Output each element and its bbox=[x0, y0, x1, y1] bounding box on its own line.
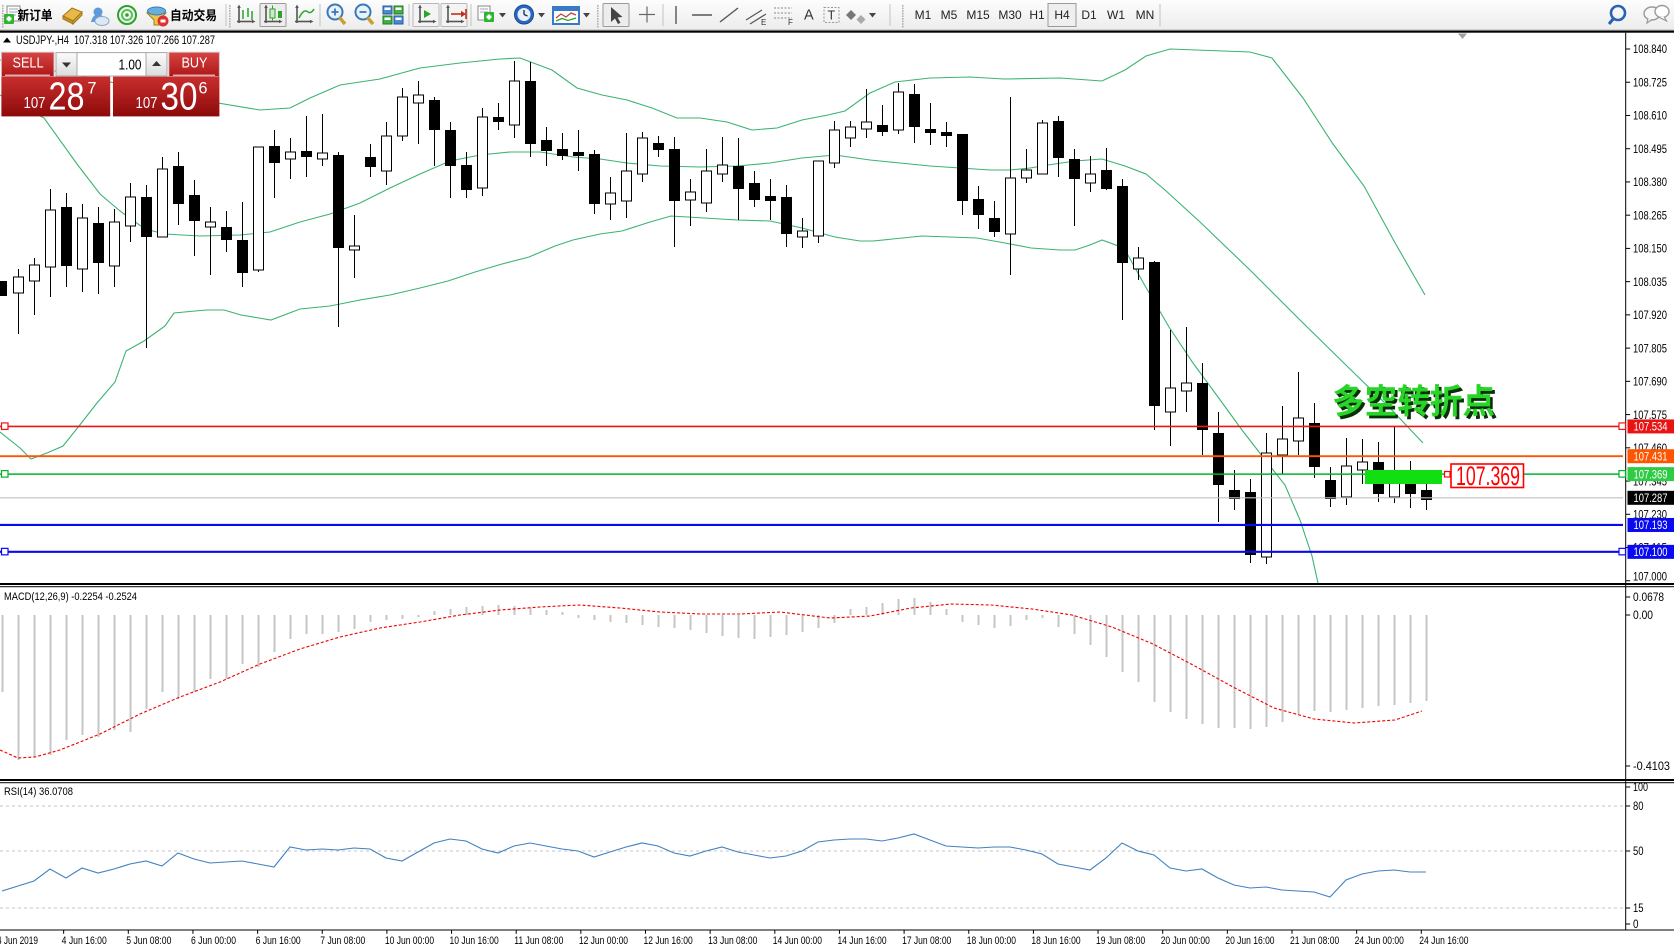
svg-text:107.805: 107.805 bbox=[1633, 341, 1667, 355]
svg-text:20 Jun 00:00: 20 Jun 00:00 bbox=[1161, 935, 1210, 947]
svg-text:107.369: 107.369 bbox=[1456, 461, 1520, 491]
svg-text:MN: MN bbox=[1136, 8, 1155, 22]
svg-text:0.00: 0.00 bbox=[1633, 610, 1653, 622]
svg-text:107.000: 107.000 bbox=[1633, 570, 1667, 584]
svg-text:M15: M15 bbox=[966, 8, 990, 22]
svg-text:107.287: 107.287 bbox=[1634, 491, 1668, 505]
svg-text:10 Jun 16:00: 10 Jun 16:00 bbox=[450, 935, 499, 947]
svg-text:F: F bbox=[788, 18, 793, 27]
svg-text:19 Jun 08:00: 19 Jun 08:00 bbox=[1096, 935, 1145, 947]
svg-text:21 Jun 08:00: 21 Jun 08:00 bbox=[1290, 935, 1339, 947]
svg-text:M1: M1 bbox=[915, 8, 932, 22]
svg-text:108.610: 108.610 bbox=[1633, 109, 1667, 123]
svg-text:108.150: 108.150 bbox=[1633, 242, 1667, 256]
svg-text:E: E bbox=[761, 18, 766, 27]
svg-text:108.495: 108.495 bbox=[1633, 142, 1667, 156]
svg-text:107.100: 107.100 bbox=[1634, 545, 1668, 559]
svg-text:W1: W1 bbox=[1107, 8, 1125, 22]
svg-text:6 Jun 00:00: 6 Jun 00:00 bbox=[191, 935, 236, 947]
svg-text:17 Jun 08:00: 17 Jun 08:00 bbox=[902, 935, 951, 947]
svg-text:0: 0 bbox=[1633, 919, 1639, 931]
svg-text:108.265: 108.265 bbox=[1633, 208, 1667, 222]
svg-text:30: 30 bbox=[161, 76, 198, 119]
svg-text:M5: M5 bbox=[941, 8, 958, 22]
svg-text:107.920: 107.920 bbox=[1633, 308, 1667, 322]
svg-text:18 Jun 16:00: 18 Jun 16:00 bbox=[1031, 935, 1080, 947]
svg-text:50: 50 bbox=[1633, 846, 1644, 858]
svg-text:11 Jun 08:00: 11 Jun 08:00 bbox=[514, 935, 563, 947]
svg-text:12 Jun 16:00: 12 Jun 16:00 bbox=[644, 935, 693, 947]
svg-text:4 Jun 16:00: 4 Jun 16:00 bbox=[62, 935, 107, 947]
svg-text:13 Jun 08:00: 13 Jun 08:00 bbox=[708, 935, 757, 947]
svg-text:6 Jun 16:00: 6 Jun 16:00 bbox=[256, 935, 301, 947]
svg-text:107.690: 107.690 bbox=[1633, 375, 1667, 389]
svg-text:1.00: 1.00 bbox=[119, 57, 142, 73]
svg-text:7 Jun 08:00: 7 Jun 08:00 bbox=[320, 935, 365, 947]
svg-text:M30: M30 bbox=[998, 8, 1022, 22]
svg-text:107.575: 107.575 bbox=[1633, 408, 1667, 422]
svg-text:14 Jun 00:00: 14 Jun 00:00 bbox=[773, 935, 822, 947]
svg-text:20 Jun 16:00: 20 Jun 16:00 bbox=[1225, 935, 1274, 947]
svg-text:100: 100 bbox=[1633, 782, 1648, 794]
svg-text:80: 80 bbox=[1633, 801, 1644, 813]
svg-text:107: 107 bbox=[136, 95, 158, 112]
svg-text:4 Jun 2019: 4 Jun 2019 bbox=[0, 935, 38, 947]
svg-text:5 Jun 08:00: 5 Jun 08:00 bbox=[126, 935, 171, 947]
svg-text:24 Jun 16:00: 24 Jun 16:00 bbox=[1419, 935, 1468, 947]
svg-text:24 Jun 00:00: 24 Jun 00:00 bbox=[1355, 935, 1404, 947]
svg-text:D1: D1 bbox=[1081, 8, 1097, 22]
svg-text:107.431: 107.431 bbox=[1634, 449, 1668, 463]
svg-text:108.725: 108.725 bbox=[1633, 75, 1667, 89]
svg-text:H1: H1 bbox=[1029, 8, 1045, 22]
svg-text:USDJPY-,H4 107.318 107.326 10: USDJPY-,H4 107.318 107.326 107.266 107.2… bbox=[16, 35, 215, 47]
svg-text:-0.4103: -0.4103 bbox=[1633, 761, 1670, 773]
svg-text:107.534: 107.534 bbox=[1634, 420, 1668, 434]
svg-text:BUY: BUY bbox=[182, 56, 208, 72]
svg-text:107: 107 bbox=[24, 95, 46, 112]
svg-text:7: 7 bbox=[88, 79, 97, 98]
svg-text:107.369: 107.369 bbox=[1634, 467, 1668, 481]
svg-text:108.840: 108.840 bbox=[1633, 42, 1667, 56]
svg-text:28: 28 bbox=[49, 76, 85, 119]
svg-text:RSI(14) 36.0708: RSI(14) 36.0708 bbox=[4, 786, 73, 798]
svg-text:14 Jun 16:00: 14 Jun 16:00 bbox=[837, 935, 886, 947]
svg-text:10 Jun 00:00: 10 Jun 00:00 bbox=[385, 935, 434, 947]
svg-text:A: A bbox=[804, 8, 814, 24]
svg-text:SELL: SELL bbox=[13, 56, 44, 72]
svg-text:107.193: 107.193 bbox=[1634, 518, 1668, 532]
svg-text:0.0678: 0.0678 bbox=[1633, 592, 1664, 604]
svg-text:MACD(12,26,9) -0.2254 -0.2524: MACD(12,26,9) -0.2254 -0.2524 bbox=[4, 591, 137, 603]
svg-text:108.035: 108.035 bbox=[1633, 275, 1667, 289]
svg-text:6: 6 bbox=[199, 79, 208, 98]
svg-text:108.380: 108.380 bbox=[1633, 175, 1667, 189]
svg-text:T: T bbox=[828, 9, 836, 23]
svg-text:H4: H4 bbox=[1054, 8, 1070, 22]
svg-text:15: 15 bbox=[1633, 903, 1644, 915]
svg-text:12 Jun 00:00: 12 Jun 00:00 bbox=[579, 935, 628, 947]
svg-text:18 Jun 00:00: 18 Jun 00:00 bbox=[967, 935, 1016, 947]
